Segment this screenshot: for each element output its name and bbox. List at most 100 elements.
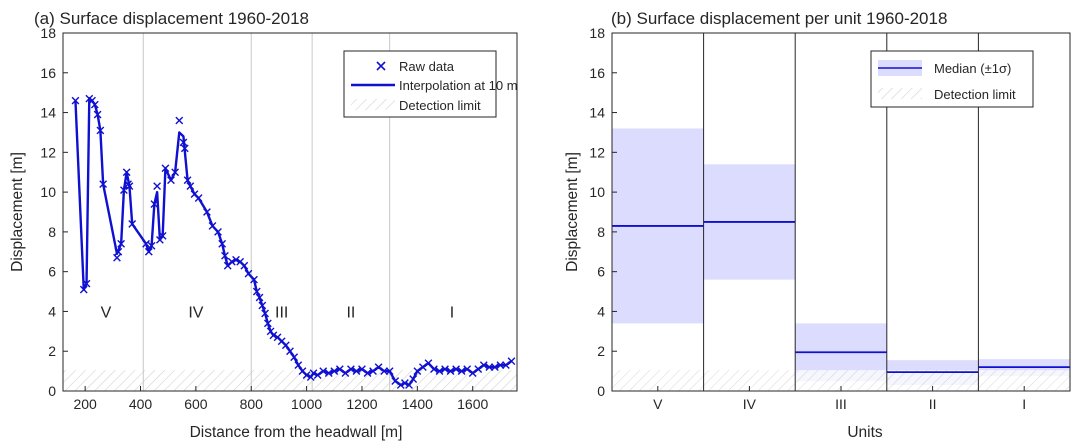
raw-data-point xyxy=(179,138,188,147)
x-tick-label: 200 xyxy=(73,396,97,412)
raw-data-point xyxy=(396,381,405,389)
y-tick-label: 2 xyxy=(48,343,56,359)
raw-data-point-stroke xyxy=(319,367,328,376)
y-tick-label: 8 xyxy=(597,224,605,240)
raw-data-point-stroke xyxy=(93,110,102,119)
raw-data-point-stroke xyxy=(218,239,227,248)
raw-data-point xyxy=(496,361,505,370)
raw-data-point xyxy=(183,176,192,185)
raw-data-point-stroke xyxy=(385,367,394,376)
raw-data-point-stroke xyxy=(261,309,269,318)
x-tick-label: III xyxy=(835,396,847,412)
panel-a-unit-boundaries xyxy=(142,33,391,391)
raw-data-point xyxy=(144,247,153,256)
raw-data-point-stroke xyxy=(363,369,372,377)
raw-data-point-stroke xyxy=(396,381,405,389)
raw-data-point-stroke xyxy=(330,367,339,376)
raw-data-point-stroke xyxy=(171,168,180,177)
raw-data-point xyxy=(218,239,227,248)
raw-data-point xyxy=(358,365,366,374)
raw-data-point xyxy=(150,200,159,208)
raw-data-point-stroke xyxy=(114,247,123,256)
raw-data-point-stroke xyxy=(457,367,466,376)
unit-label: IV xyxy=(188,304,203,321)
panel-a-displacement-profile: V IV III II I 200 400 600 800 1000 1200 1400 1600 0… xyxy=(9,9,518,441)
raw-data-point xyxy=(142,239,150,248)
y-tick-label: 2 xyxy=(597,343,605,359)
raw-data-point xyxy=(255,293,264,302)
raw-data-point xyxy=(474,365,483,374)
raw-data-point-stroke xyxy=(313,371,322,379)
x-tick-label: 1000 xyxy=(291,396,322,412)
raw-data-point xyxy=(302,371,311,379)
raw-data-point xyxy=(117,239,126,248)
raw-data-point xyxy=(167,176,175,185)
raw-data-point-stroke xyxy=(244,269,253,278)
panel-b-x-axis-label: Units xyxy=(847,424,883,441)
x-tick-label: 1400 xyxy=(402,396,433,412)
y-tick-label: 12 xyxy=(589,144,605,160)
raw-data-point-stroke xyxy=(158,231,167,240)
raw-data-point-stroke xyxy=(155,235,164,244)
raw-data-point xyxy=(335,365,344,374)
raw-data-point-stroke xyxy=(290,353,299,362)
x-tick-label: 1600 xyxy=(457,396,488,412)
raw-data-point xyxy=(153,182,162,191)
raw-data-point-stroke xyxy=(153,182,162,191)
raw-data-point xyxy=(221,251,229,260)
raw-data-point xyxy=(441,365,449,374)
raw-data-point xyxy=(330,367,339,376)
raw-data-point xyxy=(452,365,460,374)
raw-data-point xyxy=(214,227,222,236)
raw-data-point-stroke xyxy=(277,337,286,346)
raw-data-point-stroke xyxy=(474,365,483,374)
raw-data-point xyxy=(114,247,123,256)
y-tick-label: 6 xyxy=(48,264,56,280)
legend-detection-limit-swatch xyxy=(351,99,395,110)
x-tick-label: 800 xyxy=(240,396,264,412)
unit-label: II xyxy=(346,304,355,321)
y-tick-label: 4 xyxy=(48,303,56,319)
raw-data-point xyxy=(281,341,290,350)
raw-data-point xyxy=(485,363,494,372)
raw-data-point-stroke xyxy=(161,164,170,173)
raw-data-point-stroke xyxy=(227,257,236,266)
raw-data-point-stroke xyxy=(128,220,137,228)
raw-data-point xyxy=(227,257,236,266)
raw-data-point xyxy=(418,363,427,372)
y-tick-label: 8 xyxy=(48,224,56,240)
interpolation-line xyxy=(74,97,513,387)
raw-data-point xyxy=(180,144,189,153)
raw-data-point-stroke xyxy=(79,285,88,294)
raw-data-point-stroke xyxy=(418,363,427,372)
raw-data-point xyxy=(413,367,422,376)
y-tick-label: 16 xyxy=(40,65,56,81)
raw-data-point-stroke xyxy=(468,369,477,377)
legend-detection-limit-swatch-b xyxy=(878,88,922,99)
raw-data-point-stroke xyxy=(113,253,121,262)
raw-data-point xyxy=(96,126,105,135)
raw-data-point xyxy=(208,222,217,230)
raw-data-point xyxy=(306,373,315,381)
legend-interpolation-label: Interpolation at 10 m xyxy=(399,78,518,93)
panel-b-median-lines xyxy=(612,221,1070,374)
raw-data-point-stroke xyxy=(347,365,355,374)
y-tick-label: 0 xyxy=(48,383,56,399)
raw-data-point-stroke xyxy=(435,367,444,376)
raw-data-point xyxy=(424,359,433,368)
raw-data-point-stroke xyxy=(120,186,128,195)
panel-a-raw-data-series xyxy=(71,94,516,389)
raw-data-point xyxy=(244,269,253,278)
raw-data-point-stroke xyxy=(405,381,413,389)
raw-data-point xyxy=(409,375,418,383)
raw-data-point xyxy=(158,231,167,240)
raw-data-point xyxy=(352,367,361,376)
raw-data-point-stroke xyxy=(82,279,91,288)
raw-data-point xyxy=(232,255,240,264)
raw-data-point xyxy=(88,96,96,105)
raw-data-point-stroke xyxy=(183,176,192,185)
panel-a-y-axis-label: Displacement [m] xyxy=(9,152,26,272)
raw-data-point-stroke xyxy=(479,361,488,370)
